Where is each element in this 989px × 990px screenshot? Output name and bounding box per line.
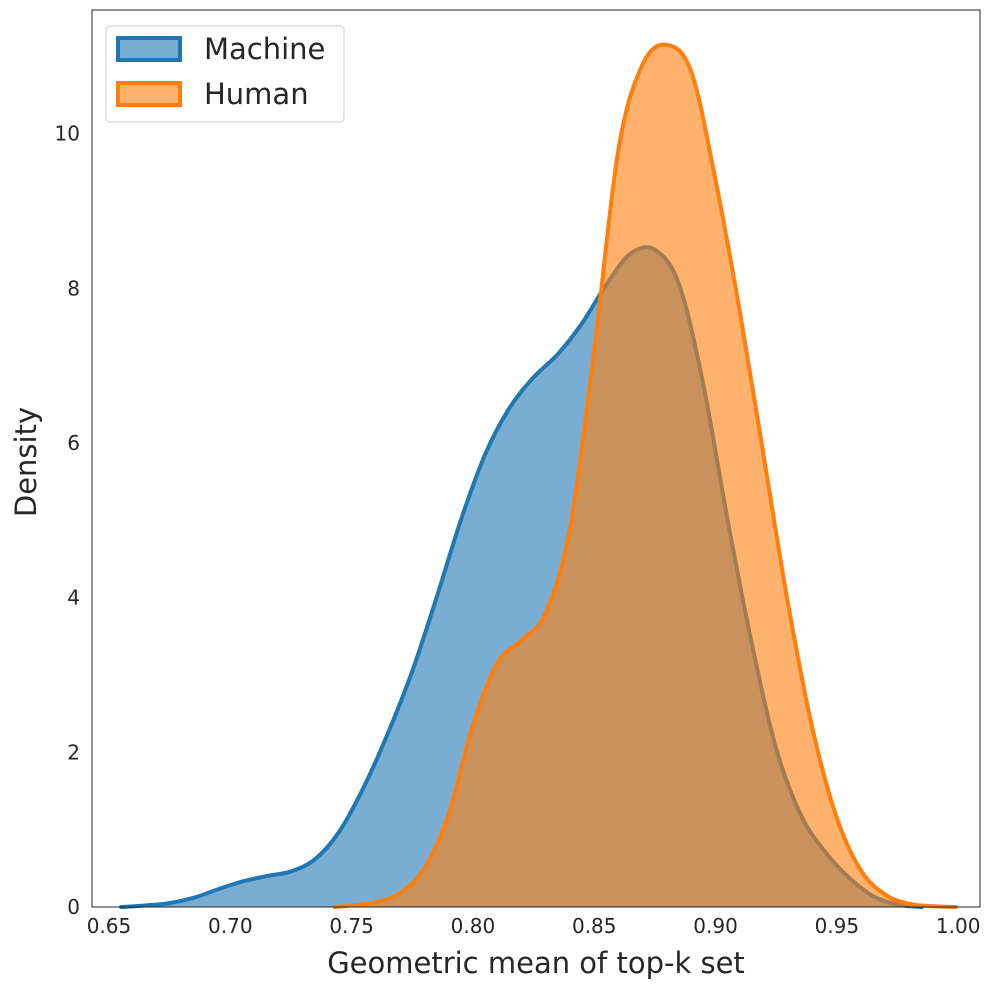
x-tick-label: 0.85: [572, 914, 617, 938]
y-axis-ticks: 0 2 4 6 8 10: [55, 122, 80, 919]
y-tick-label: 4: [67, 586, 80, 610]
x-axis-ticks: 0.65 0.70 0.75 0.80 0.85 0.90 0.95 1.00: [87, 914, 981, 938]
x-tick-label: 0.80: [451, 914, 496, 938]
x-tick-label: 0.65: [87, 914, 132, 938]
x-axis-title: Geometric mean of top-k set: [327, 946, 745, 980]
human-density-line: [332, 42, 958, 909]
x-tick-label: 0.95: [815, 914, 860, 938]
human-density-area: [334, 44, 956, 908]
legend-swatch-machine: [116, 36, 182, 62]
legend: Machine Human: [105, 25, 345, 123]
plot-frame: [91, 9, 981, 908]
x-tick-label: 0.70: [208, 914, 253, 938]
density-areas: [119, 42, 958, 909]
x-tick-label: 0.75: [329, 914, 374, 938]
y-tick-label: 8: [67, 276, 80, 300]
x-tick-label: 1.00: [936, 914, 981, 938]
y-tick-label: 2: [67, 740, 80, 764]
legend-swatch-human: [116, 81, 182, 107]
legend-label-human: Human: [204, 77, 309, 111]
y-tick-label: 0: [67, 895, 80, 919]
y-axis-title: Density: [9, 407, 43, 517]
legend-label-machine: Machine: [204, 32, 325, 66]
y-tick-label: 10: [55, 122, 80, 146]
x-tick-label: 0.90: [693, 914, 738, 938]
y-tick-label: 6: [67, 431, 80, 455]
